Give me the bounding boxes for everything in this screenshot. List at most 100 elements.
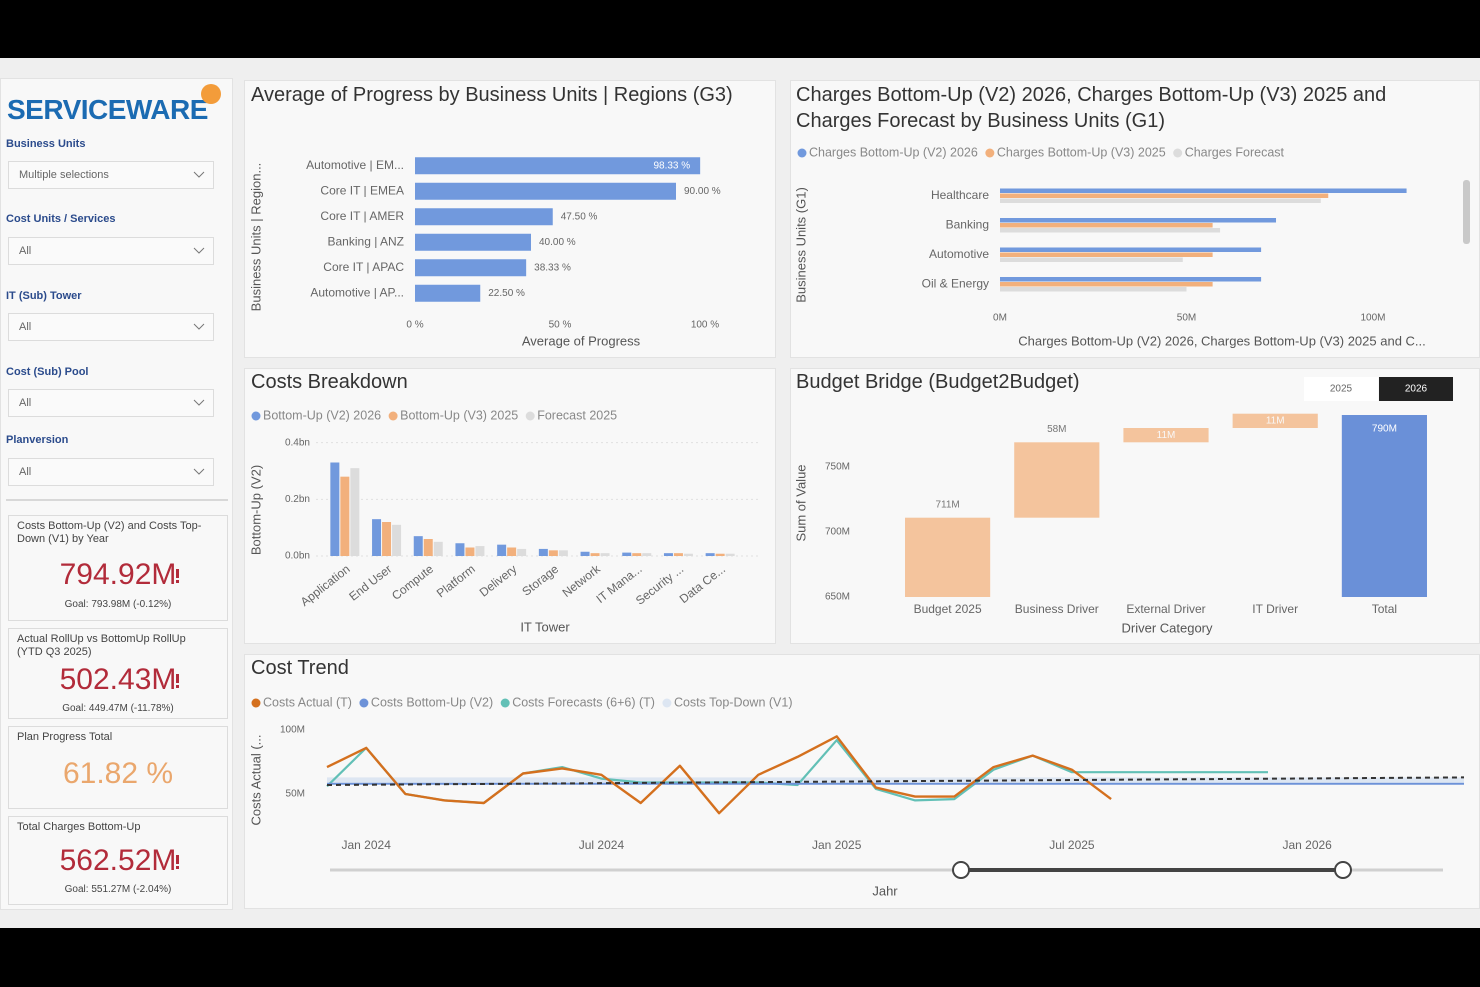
bar [1000,228,1221,233]
kpi-title: Costs Bottom-Up (V2) and Costs Top-Down … [17,520,202,545]
y-tick-label: 750M [825,462,850,473]
toggle-button[interactable] [1304,377,1378,401]
filter-dropdown[interactable]: All [8,237,214,265]
bar [538,548,548,556]
bar [1000,277,1262,282]
kpi-value: 61.82 % [62,757,174,790]
legend-marker [797,148,807,158]
category-label: External Driver [1126,602,1205,616]
legend-label: Costs Actual (T) [263,695,352,709]
bar [517,548,527,556]
x-tick-label: 0 % [406,320,423,331]
filter-dropdown[interactable]: All [8,313,214,341]
bar [413,536,423,556]
legend-marker [359,698,369,708]
chart-title: Costs Breakdown [251,371,408,393]
value-label: 11M [1157,430,1176,441]
chart-title: Budget Bridge (Budget2Budget) [796,371,1080,393]
x-tick-label: Jan 2025 [812,838,862,852]
category-label: Business Driver [1015,602,1099,616]
legend-label: Costs Bottom-Up (V2) [371,695,493,709]
y-tick-label: 0.0bn [285,551,310,562]
x-tick-label: Jul 2024 [579,838,625,852]
legend-label: Bottom-Up (V3) 2025 [400,408,518,422]
waterfall-bar [1232,413,1318,428]
bar [415,233,531,251]
bar [350,468,360,556]
bar [423,539,433,556]
range-slider-handle[interactable] [952,861,970,879]
bar [497,544,507,556]
legend-marker [251,411,261,421]
x-axis-label: Charges Bottom-Up (V2) 2026, Charges Bot… [1018,333,1426,348]
x-tick-label: Jan 2024 [342,838,392,852]
filter-label: Business Units [6,138,86,150]
y-tick-label: 0.2bn [285,494,310,505]
filter-dropdown[interactable]: All [8,389,214,417]
kpi-title: Actual RollUp vs BottomUp RollUp (YTD Q3… [17,633,186,658]
bar [622,552,632,556]
chart-title: Cost Trend [251,657,349,679]
legend-marker [985,148,995,158]
filter-value: All [19,245,32,257]
value-label: 98.33 % [653,160,690,171]
separator [6,499,228,501]
x-tick-label: 100M [1360,313,1385,324]
legend-marker [1173,148,1183,158]
filter-label: Cost Units / Services [6,213,116,225]
chart-title: Charges Bottom-Up (V2) 2026, Charges Bot… [796,84,1387,132]
category-label: IT Driver [1252,602,1298,616]
waterfall-bar [1341,415,1427,597]
bar [632,553,642,556]
legend-marker [662,698,672,708]
range-slider-handle[interactable] [1334,861,1352,879]
kpi-goal: Goal: 793.98M (-0.12%) [64,599,172,610]
bar [673,553,683,556]
value-label: 790M [1372,424,1397,435]
filter-dropdown[interactable]: All [8,458,214,486]
trend-line [326,776,1465,786]
alert-icon [176,855,179,869]
bar [663,553,673,556]
y-axis-label: Bottom-Up (V2) [248,465,263,555]
legend-label: Bottom-Up (V2) 2026 [263,408,381,422]
bar [433,541,443,556]
bar [1000,218,1277,223]
kpi-title: Total Charges Bottom-Up [17,821,141,833]
legend-marker [525,411,535,421]
x-tick-label: 100 % [691,320,719,331]
chart-title: Average of Progress by Business Units | … [251,84,733,106]
kpi-card: Costs Bottom-Up (V2) and Costs Top-Down … [8,515,228,621]
category-label: Core IT | AMER [320,209,404,223]
legend-marker [388,411,398,421]
filter-dropdown[interactable]: Multiple selections [8,161,214,189]
bar [475,546,485,556]
bar [1000,188,1407,193]
bar [590,553,600,556]
category-label: Budget 2025 [914,602,982,616]
bar [1000,282,1213,287]
y-axis-label: Sum of Value [793,464,808,541]
legend-label: Forecast 2025 [537,408,617,422]
value-label: 11M [1266,415,1285,426]
y-tick-label: 100M [280,725,305,736]
bar [465,547,475,556]
kpi-card: Actual RollUp vs BottomUp RollUp (YTD Q3… [8,628,228,719]
scrollbar[interactable] [1463,180,1470,244]
value-label: 90.00 % [684,186,721,197]
value-label: 40.00 % [539,237,576,248]
category-label: Data Ce... [677,562,728,606]
toggle-label: 2025 [1330,384,1353,395]
category-label: Banking [946,217,989,231]
filter-value: Multiple selections [19,169,109,181]
bar [382,522,392,556]
waterfall-bar [1014,442,1100,518]
category-label: Storage [519,562,561,599]
toggle-button-active[interactable] [1379,377,1453,401]
bar [580,551,590,556]
alert-icon [176,674,179,688]
letterbox [0,928,1480,987]
bar [1000,257,1183,262]
category-label: Core IT | EMEA [320,183,404,197]
